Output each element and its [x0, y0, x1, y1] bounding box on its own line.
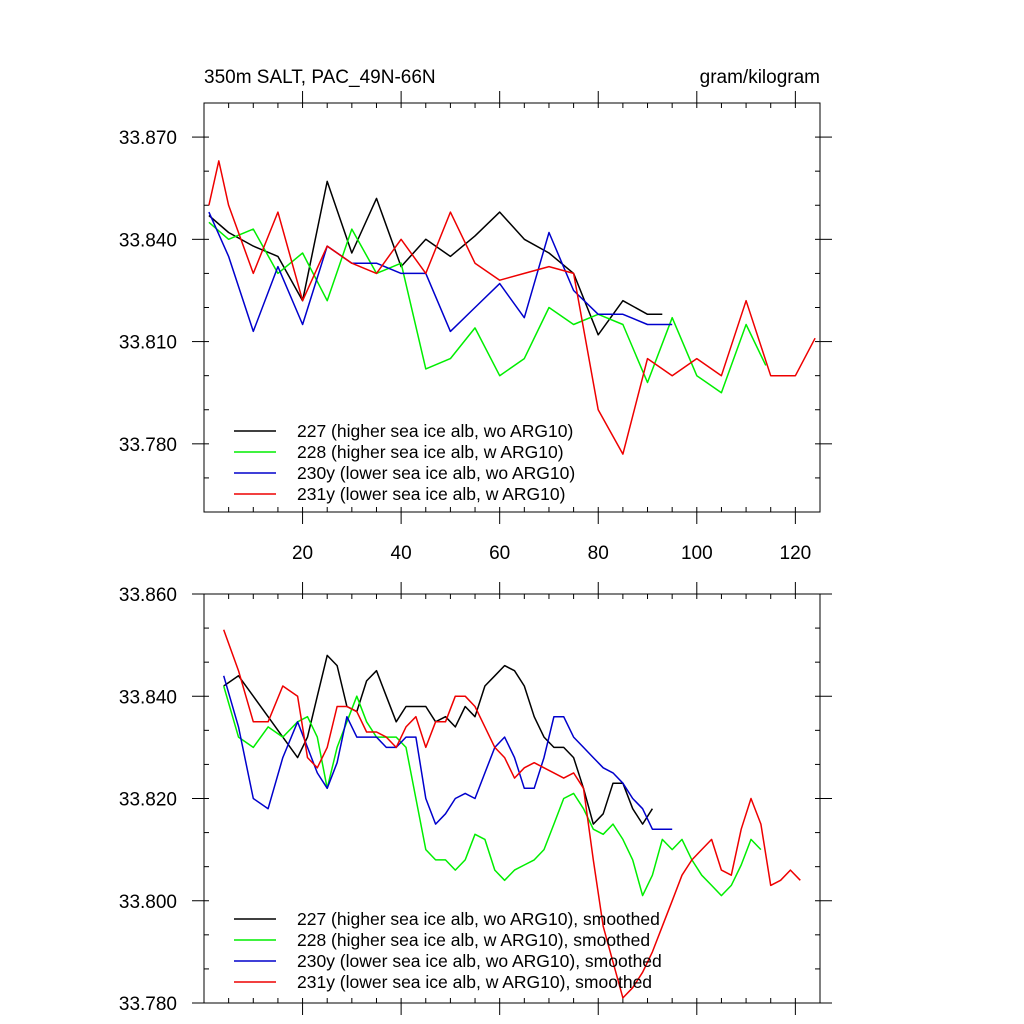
y-tick-label: 33.820 — [119, 790, 177, 811]
legend-entry: 230y (lower sea ice alb, wo ARG10) — [297, 463, 575, 483]
bottom-line-plot: 33.780 33.800 33.820 33.840 33.860 227 (highe… — [119, 582, 832, 1015]
series-line-2 — [208, 211, 673, 333]
legend-entry: 231y (lower sea ice alb, w ARG10) — [297, 484, 565, 504]
x-tick-label: 40 — [391, 543, 412, 564]
x-tick-label: 60 — [489, 543, 510, 564]
series-line-1 — [208, 221, 767, 394]
y-tick-label: 33.810 — [119, 333, 177, 354]
series-line-0 — [223, 654, 654, 825]
chart-title: 350m SALT, PAC_49N-66N — [204, 67, 436, 88]
legend-entry: 231y (lower sea ice alb, w ARG10), smoot… — [297, 972, 652, 992]
top-line-plot: 33.780 33.810 33.840 33.870 20 40 60 80 100 120 22… — [119, 91, 832, 564]
y-tick-label: 33.840 — [119, 230, 177, 251]
y-tick-label: 33.780 — [119, 994, 177, 1015]
series-line-2 — [222, 675, 673, 830]
units-label: gram/kilogram — [700, 67, 820, 88]
x-tick-label: 100 — [681, 543, 713, 564]
legend-entry: 227 (higher sea ice alb, wo ARG10) — [297, 421, 573, 441]
legend-entry: 228 (higher sea ice alb, w ARG10) — [297, 442, 564, 462]
y-tick-label: 33.860 — [119, 585, 177, 606]
series-line-0 — [208, 180, 663, 336]
y-tick-label: 33.870 — [119, 128, 177, 149]
series-line-3 — [222, 629, 801, 999]
x-tick-label: 80 — [588, 543, 609, 564]
y-tick-label: 33.780 — [119, 435, 177, 456]
x-tick-label: 20 — [292, 543, 313, 564]
legend-entry: 228 (higher sea ice alb, w ARG10), smoot… — [297, 930, 650, 950]
legend-entry: 230y (lower sea ice alb, wo ARG10), smoo… — [297, 951, 662, 971]
series-line-3 — [208, 160, 816, 455]
y-tick-label: 33.840 — [119, 687, 177, 708]
legend-entry: 227 (higher sea ice alb, wo ARG10), smoo… — [297, 909, 660, 929]
series-line-1 — [222, 685, 762, 897]
y-tick-label: 33.800 — [119, 892, 177, 913]
x-tick-label: 120 — [780, 543, 812, 564]
